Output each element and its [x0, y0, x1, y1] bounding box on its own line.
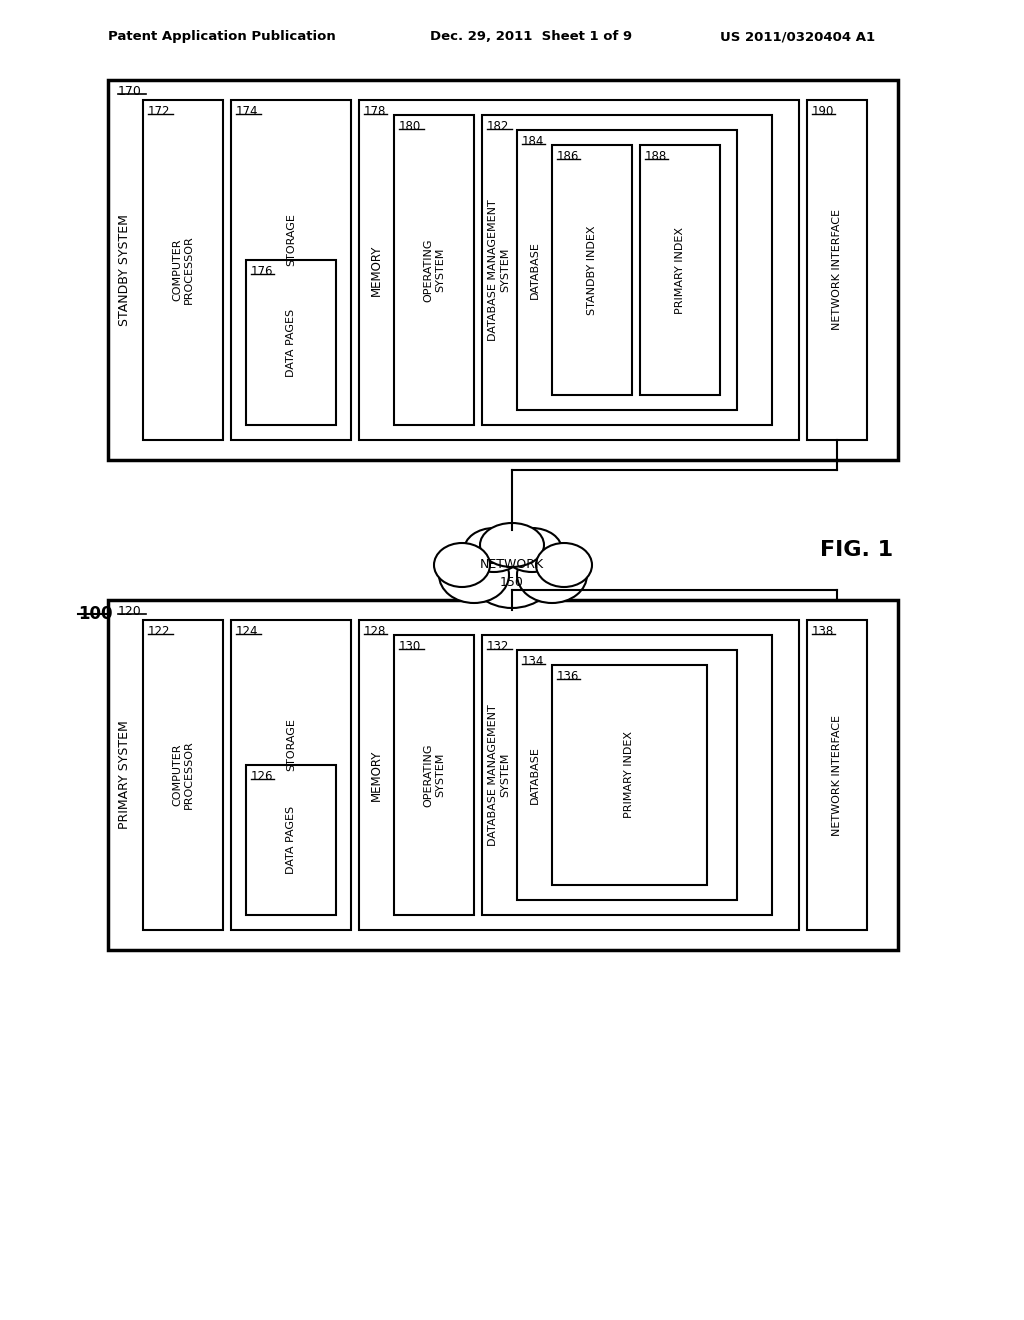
Text: 126: 126	[251, 770, 273, 783]
Text: DATABASE: DATABASE	[530, 746, 540, 804]
Ellipse shape	[439, 546, 509, 603]
Text: 128: 128	[364, 624, 386, 638]
FancyBboxPatch shape	[246, 766, 336, 915]
Text: 124: 124	[236, 624, 258, 638]
Text: US 2011/0320404 A1: US 2011/0320404 A1	[720, 30, 876, 44]
FancyBboxPatch shape	[108, 601, 898, 950]
Text: FIG. 1: FIG. 1	[820, 540, 893, 560]
Text: STANDBY INDEX: STANDBY INDEX	[587, 226, 597, 314]
Text: Dec. 29, 2011  Sheet 1 of 9: Dec. 29, 2011 Sheet 1 of 9	[430, 30, 632, 44]
FancyBboxPatch shape	[359, 620, 799, 931]
Ellipse shape	[517, 546, 587, 603]
FancyBboxPatch shape	[246, 260, 336, 425]
FancyBboxPatch shape	[482, 635, 772, 915]
Text: 186: 186	[557, 150, 580, 162]
Text: 150: 150	[500, 576, 524, 589]
Text: 172: 172	[148, 106, 171, 117]
Text: NETWORK: NETWORK	[480, 558, 544, 572]
Ellipse shape	[467, 532, 557, 609]
Ellipse shape	[434, 543, 490, 587]
FancyBboxPatch shape	[517, 129, 737, 411]
Text: DATA PAGES: DATA PAGES	[286, 807, 296, 874]
Text: STANDBY SYSTEM: STANDBY SYSTEM	[119, 214, 131, 326]
FancyBboxPatch shape	[640, 145, 720, 395]
Text: 170: 170	[118, 84, 142, 98]
Text: DATABASE: DATABASE	[530, 242, 540, 298]
Text: STORAGE: STORAGE	[286, 718, 296, 771]
Text: MEMORY: MEMORY	[370, 244, 383, 296]
Text: 180: 180	[399, 120, 421, 133]
FancyBboxPatch shape	[552, 145, 632, 395]
FancyBboxPatch shape	[143, 100, 223, 440]
FancyBboxPatch shape	[394, 115, 474, 425]
Text: 178: 178	[364, 106, 386, 117]
Ellipse shape	[464, 528, 524, 572]
FancyBboxPatch shape	[807, 620, 867, 931]
Text: 176: 176	[251, 265, 273, 279]
Ellipse shape	[480, 523, 544, 568]
FancyBboxPatch shape	[482, 115, 772, 425]
Text: COMPUTER
PROCESSOR: COMPUTER PROCESSOR	[172, 741, 194, 809]
Text: DATABASE MANAGEMENT
SYSTEM: DATABASE MANAGEMENT SYSTEM	[488, 199, 510, 341]
Text: OPERATING
SYSTEM: OPERATING SYSTEM	[423, 743, 444, 807]
Text: MEMORY: MEMORY	[370, 750, 383, 801]
Text: 120: 120	[118, 605, 141, 618]
Ellipse shape	[536, 543, 592, 587]
FancyBboxPatch shape	[231, 620, 351, 931]
Text: 134: 134	[522, 655, 545, 668]
FancyBboxPatch shape	[807, 100, 867, 440]
Ellipse shape	[502, 528, 562, 572]
Text: STORAGE: STORAGE	[286, 214, 296, 267]
Text: 188: 188	[645, 150, 668, 162]
FancyBboxPatch shape	[552, 665, 707, 884]
Text: 182: 182	[487, 120, 509, 133]
Text: 122: 122	[148, 624, 171, 638]
Text: PRIMARY SYSTEM: PRIMARY SYSTEM	[119, 721, 131, 829]
FancyBboxPatch shape	[359, 100, 799, 440]
Text: PRIMARY INDEX: PRIMARY INDEX	[624, 731, 634, 818]
Text: 132: 132	[487, 640, 509, 653]
Text: 174: 174	[236, 106, 258, 117]
Text: COMPUTER
PROCESSOR: COMPUTER PROCESSOR	[172, 236, 194, 305]
Text: 100: 100	[78, 605, 113, 623]
Text: 190: 190	[812, 106, 835, 117]
FancyBboxPatch shape	[231, 100, 351, 440]
Text: Patent Application Publication: Patent Application Publication	[108, 30, 336, 44]
FancyBboxPatch shape	[394, 635, 474, 915]
Text: NETWORK INTERFACE: NETWORK INTERFACE	[831, 714, 842, 836]
Text: NETWORK INTERFACE: NETWORK INTERFACE	[831, 210, 842, 330]
Text: DATA PAGES: DATA PAGES	[286, 309, 296, 378]
Text: 138: 138	[812, 624, 835, 638]
FancyBboxPatch shape	[517, 649, 737, 900]
Text: PRIMARY INDEX: PRIMARY INDEX	[675, 227, 685, 314]
FancyBboxPatch shape	[143, 620, 223, 931]
Text: DATABASE MANAGEMENT
SYSTEM: DATABASE MANAGEMENT SYSTEM	[488, 704, 510, 846]
Text: 184: 184	[522, 135, 545, 148]
FancyBboxPatch shape	[108, 81, 898, 459]
Text: 130: 130	[399, 640, 421, 653]
Text: OPERATING
SYSTEM: OPERATING SYSTEM	[423, 238, 444, 302]
Text: 136: 136	[557, 671, 580, 682]
